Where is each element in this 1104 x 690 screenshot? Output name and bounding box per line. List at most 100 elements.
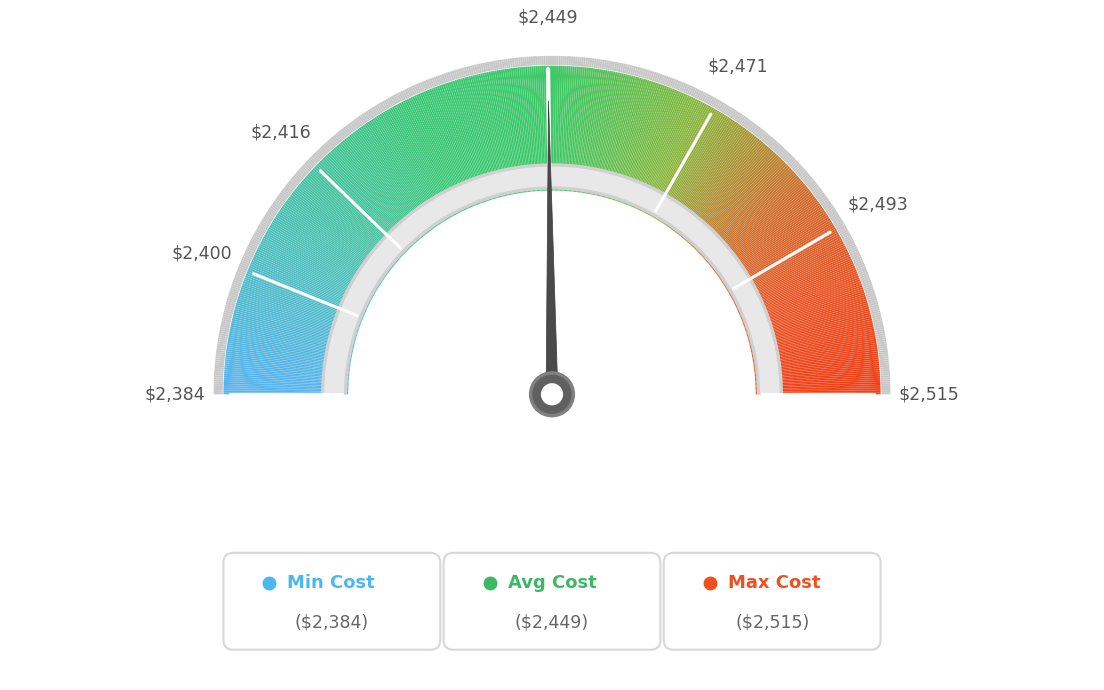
Wedge shape — [337, 132, 343, 141]
Wedge shape — [253, 235, 262, 241]
Wedge shape — [312, 153, 320, 161]
Wedge shape — [437, 75, 443, 84]
Wedge shape — [256, 249, 370, 305]
Wedge shape — [840, 231, 850, 237]
Wedge shape — [592, 58, 594, 68]
Wedge shape — [565, 66, 575, 191]
Wedge shape — [369, 108, 375, 117]
Wedge shape — [216, 352, 225, 355]
Wedge shape — [478, 74, 508, 196]
Wedge shape — [754, 357, 879, 373]
Wedge shape — [718, 102, 724, 111]
Wedge shape — [733, 245, 846, 303]
Wedge shape — [616, 82, 658, 201]
Wedge shape — [242, 256, 252, 262]
Wedge shape — [616, 62, 619, 72]
Wedge shape — [240, 262, 250, 267]
Wedge shape — [737, 115, 744, 123]
Wedge shape — [295, 188, 393, 268]
Wedge shape — [500, 70, 521, 193]
Wedge shape — [492, 61, 497, 70]
Wedge shape — [523, 67, 535, 191]
Wedge shape — [645, 101, 703, 213]
Wedge shape — [213, 388, 223, 390]
Wedge shape — [255, 253, 369, 308]
Wedge shape — [225, 304, 235, 308]
Wedge shape — [762, 134, 769, 142]
Wedge shape — [284, 187, 291, 194]
Wedge shape — [622, 85, 666, 203]
Polygon shape — [546, 394, 558, 417]
Wedge shape — [232, 321, 353, 350]
Wedge shape — [449, 71, 454, 81]
Wedge shape — [622, 63, 626, 73]
Wedge shape — [294, 190, 393, 268]
Wedge shape — [822, 201, 830, 208]
Wedge shape — [597, 74, 628, 196]
Wedge shape — [529, 66, 539, 191]
Wedge shape — [624, 64, 628, 73]
Wedge shape — [310, 157, 318, 164]
Wedge shape — [877, 337, 885, 341]
Wedge shape — [754, 351, 878, 368]
Wedge shape — [227, 343, 351, 364]
Wedge shape — [595, 73, 624, 195]
Wedge shape — [538, 56, 540, 66]
Wedge shape — [559, 56, 561, 65]
Wedge shape — [429, 89, 477, 206]
Wedge shape — [278, 211, 383, 282]
Wedge shape — [308, 172, 402, 257]
Wedge shape — [613, 81, 651, 200]
Wedge shape — [524, 57, 528, 66]
Wedge shape — [213, 392, 223, 394]
Wedge shape — [226, 345, 351, 365]
Wedge shape — [287, 198, 389, 273]
Wedge shape — [317, 149, 325, 157]
Wedge shape — [631, 66, 636, 75]
Wedge shape — [873, 320, 883, 324]
Wedge shape — [225, 357, 350, 373]
Text: ($2,384): ($2,384) — [295, 613, 369, 631]
Wedge shape — [671, 127, 745, 230]
Wedge shape — [587, 58, 591, 67]
Wedge shape — [836, 222, 845, 228]
Wedge shape — [330, 150, 415, 244]
Wedge shape — [774, 145, 782, 153]
Wedge shape — [758, 131, 766, 139]
Wedge shape — [650, 106, 712, 217]
Wedge shape — [860, 275, 870, 281]
Wedge shape — [880, 358, 889, 362]
Wedge shape — [595, 59, 598, 68]
Wedge shape — [585, 57, 588, 67]
Wedge shape — [795, 166, 803, 173]
Wedge shape — [776, 146, 784, 155]
Wedge shape — [714, 196, 816, 273]
Wedge shape — [229, 335, 352, 359]
Wedge shape — [463, 78, 498, 198]
Wedge shape — [881, 380, 890, 382]
Wedge shape — [872, 314, 881, 318]
Wedge shape — [689, 86, 694, 95]
Wedge shape — [599, 59, 603, 69]
Wedge shape — [352, 132, 429, 233]
Wedge shape — [533, 66, 542, 191]
Wedge shape — [374, 105, 381, 114]
Wedge shape — [233, 279, 242, 285]
Wedge shape — [739, 116, 745, 124]
Wedge shape — [658, 74, 662, 83]
Wedge shape — [640, 98, 696, 211]
Wedge shape — [321, 164, 783, 394]
Wedge shape — [573, 68, 587, 192]
Wedge shape — [835, 220, 843, 227]
Wedge shape — [440, 84, 485, 203]
Wedge shape — [296, 186, 394, 266]
Wedge shape — [845, 239, 853, 245]
Wedge shape — [881, 371, 890, 373]
Wedge shape — [646, 103, 704, 214]
Wedge shape — [482, 63, 486, 72]
Wedge shape — [362, 125, 435, 228]
Wedge shape — [553, 66, 556, 190]
Wedge shape — [215, 354, 225, 357]
Wedge shape — [248, 268, 364, 317]
Wedge shape — [225, 359, 350, 374]
